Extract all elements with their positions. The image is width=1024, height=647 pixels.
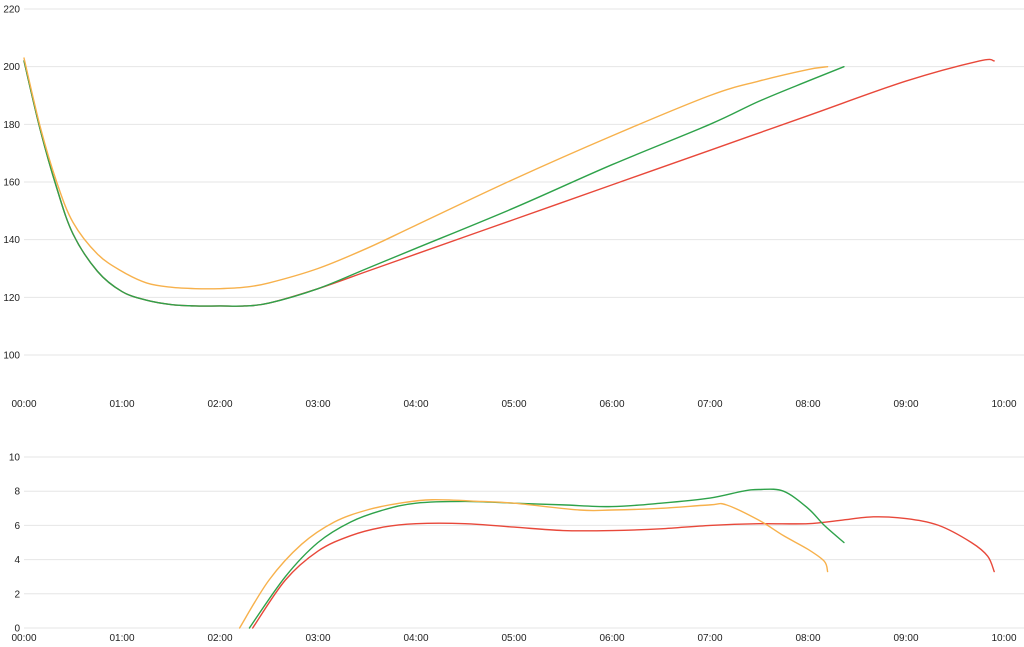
- top-x-tick-label: 01:00: [109, 399, 134, 410]
- top-line-chart: 100 120 140 160 180 200 220 00:00 01:00 02:00 03:0…: [3, 5, 1024, 410]
- top-y-tick-label: 220: [3, 5, 20, 16]
- top-series-line-3: [23, 57, 829, 290]
- top-y-tick-label: 200: [3, 62, 20, 73]
- bottom-x-tick-label: 08:00: [795, 633, 820, 644]
- bottom-x-tick-label: 01:00: [109, 633, 134, 644]
- bottom-y-tick-label: 4: [14, 555, 20, 566]
- top-x-tick-label: 03:00: [305, 399, 330, 410]
- top-x-tick-label: 00:00: [11, 399, 36, 410]
- top-series-line-2: [23, 60, 845, 307]
- top-x-tick-label: 02:00: [207, 399, 232, 410]
- top-y-tick-label: 120: [3, 293, 20, 304]
- top-x-tick-label: 05:00: [501, 399, 526, 410]
- top-x-tick-label: 07:00: [697, 399, 722, 410]
- bottom-series-line-3: [238, 499, 829, 629]
- bottom-series-line-1: [251, 516, 995, 629]
- top-series-line-1: [23, 58, 995, 307]
- bottom-y-tick-label: 10: [9, 453, 21, 464]
- bottom-x-tick-label: 10:00: [991, 633, 1016, 644]
- top-y-tick-label: 140: [3, 235, 20, 246]
- bottom-x-tick-label: 09:00: [893, 633, 918, 644]
- bottom-y-tick-label: 6: [14, 521, 20, 532]
- top-x-tick-label: 10:00: [991, 399, 1016, 410]
- bottom-y-tick-label: 2: [14, 589, 20, 600]
- bottom-x-tick-label: 05:00: [501, 633, 526, 644]
- bottom-line-chart: 0 2 4 6 8 10 00:00 01:00 02:00 03:00 04:00 05:00 06:…: [9, 453, 1024, 644]
- top-y-tick-label: 160: [3, 178, 20, 189]
- bottom-x-tick-label: 06:00: [599, 633, 624, 644]
- top-x-tick-label: 04:00: [403, 399, 428, 410]
- top-x-tick-label: 08:00: [795, 399, 820, 410]
- top-y-tick-label: 100: [3, 351, 20, 362]
- bottom-x-tick-label: 02:00: [207, 633, 232, 644]
- bottom-series-line-2: [248, 488, 845, 629]
- bottom-x-tick-label: 03:00: [305, 633, 330, 644]
- bottom-x-tick-label: 00:00: [11, 633, 36, 644]
- top-y-tick-label: 180: [3, 120, 20, 131]
- top-x-tick-label: 06:00: [599, 399, 624, 410]
- top-x-tick-label: 09:00: [893, 399, 918, 410]
- bottom-x-tick-label: 04:00: [403, 633, 428, 644]
- bottom-x-tick-label: 07:00: [697, 633, 722, 644]
- bottom-y-tick-label: 0: [14, 624, 20, 635]
- bottom-y-tick-label: 8: [14, 487, 20, 498]
